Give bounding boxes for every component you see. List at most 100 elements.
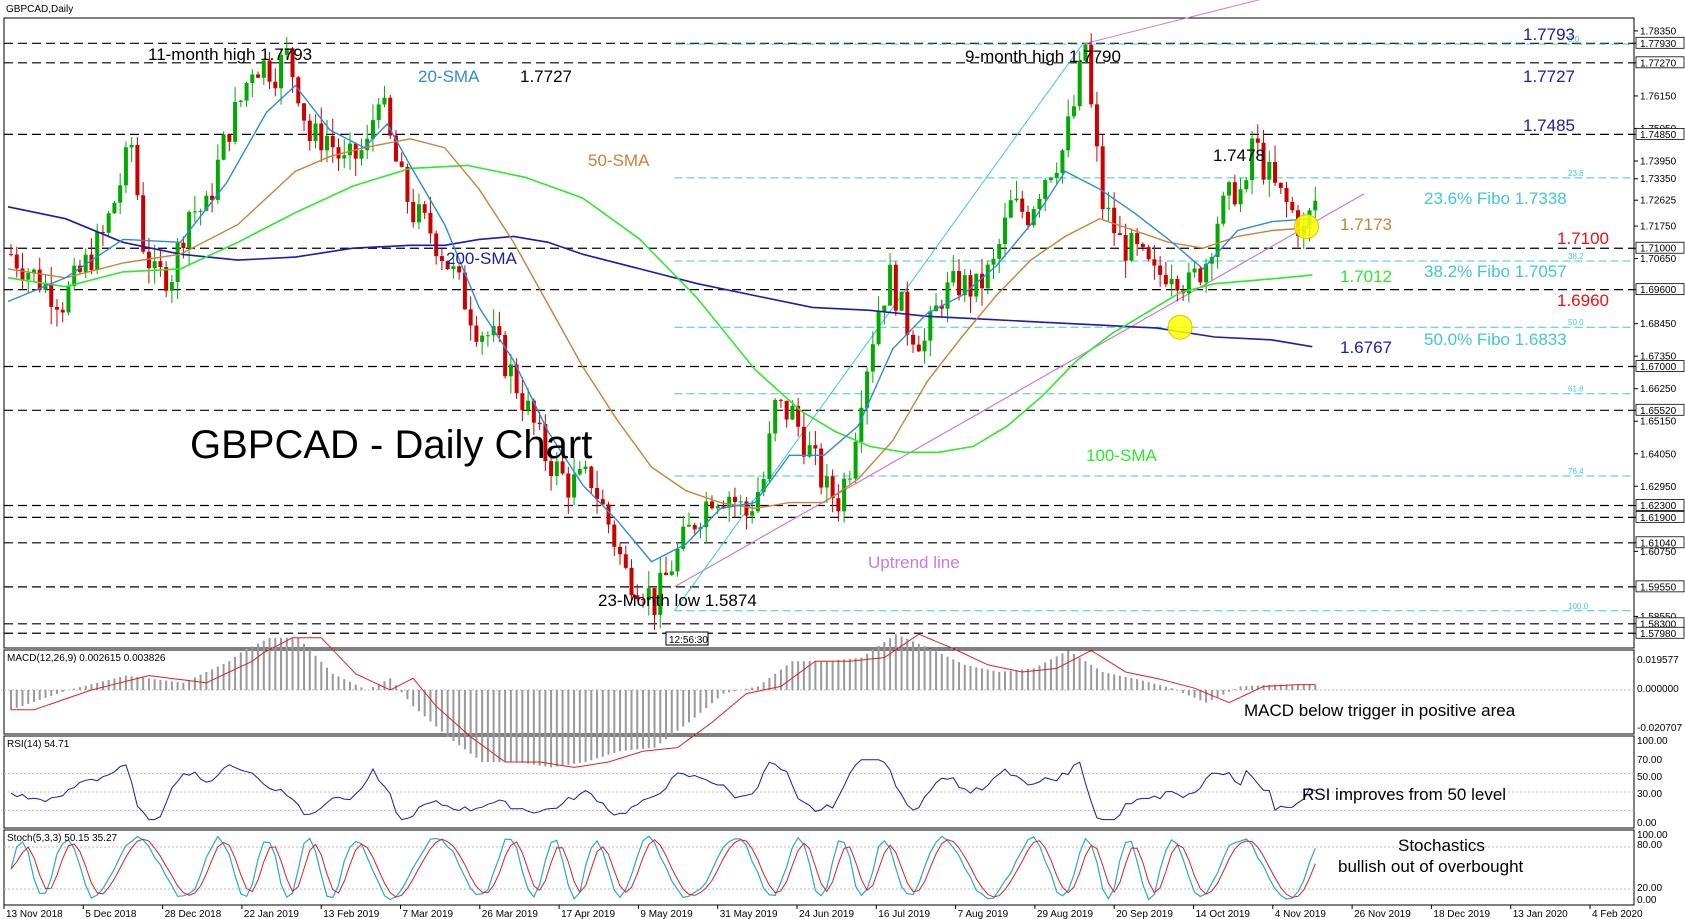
candle-body [503, 334, 508, 377]
y-tick-label: 1.72625 [1640, 196, 1677, 207]
candle-body [945, 282, 950, 309]
sma-20-line [7, 84, 1313, 563]
x-tick-label: 14 Oct 2019 [1196, 909, 1251, 919]
candle-body [652, 588, 657, 615]
x-tick-label: 13 Feb 2019 [323, 909, 380, 919]
candle-body [721, 506, 726, 508]
candle-body [204, 195, 209, 211]
annotation-23-month-low: 23-Month low 1.5874 [598, 591, 757, 610]
candle-body [641, 599, 646, 601]
candle-body [554, 461, 559, 476]
candle-body [353, 143, 358, 159]
candle-body [26, 273, 31, 280]
stochastic-lines [4, 835, 1634, 901]
x-tick-label: 29 Aug 2019 [1037, 909, 1094, 919]
candle-body [1054, 172, 1059, 178]
candle-body [842, 478, 847, 512]
candle-body [1261, 142, 1266, 180]
candle-body [1037, 198, 1042, 210]
candle-body [1043, 179, 1048, 199]
candle-body [428, 212, 433, 234]
candle-body [968, 275, 973, 297]
macd-tick-zero: 0.000000 [1637, 684, 1679, 695]
candle-body [393, 135, 398, 162]
candle-body [974, 273, 979, 297]
candle-body [164, 267, 169, 291]
level-label-1-6960: 1.6960 [1557, 291, 1609, 310]
candle-body [870, 344, 875, 372]
candle-body [462, 272, 467, 310]
candle-body [376, 104, 381, 121]
candle-body [583, 466, 588, 469]
candle-body [761, 479, 766, 493]
candle-body [508, 364, 513, 377]
candle-body [991, 258, 996, 265]
stoch-tick-100: 100.00 [1637, 830, 1668, 841]
candle-body [1215, 223, 1220, 257]
y-tick-box [1635, 580, 1685, 593]
candle-body [1083, 44, 1088, 61]
label-50-sma: 50-SMA [588, 151, 650, 170]
x-tick-label: 5 Dec 2018 [85, 909, 137, 919]
candle-body [261, 60, 266, 78]
candle-body [118, 185, 123, 203]
x-tick-label: 26 Nov 2019 [1354, 909, 1411, 919]
candle-body [658, 572, 663, 615]
candle-body [221, 134, 226, 160]
candle-body [686, 524, 691, 527]
candle-body [416, 204, 421, 223]
candle-body [1140, 244, 1145, 248]
x-tick-label: 9 May 2019 [640, 909, 693, 919]
y-tick-label: 1.77930 [1640, 39, 1677, 50]
x-tick-label: 18 Dec 2019 [1433, 909, 1490, 919]
candle-body [1048, 177, 1053, 180]
candle-body [635, 595, 640, 600]
channel-upper-line [1082, 0, 1261, 45]
highlight-circle-crossover [1167, 314, 1193, 340]
fibo-pct-label: 50.0 [1568, 318, 1584, 327]
rsi-tick-50: 50.00 [1637, 772, 1662, 783]
candle-body [451, 266, 456, 270]
candle-body [1129, 233, 1134, 261]
candle-body [692, 524, 697, 530]
price-panel [3, 17, 1635, 649]
candle-body [1163, 274, 1168, 285]
candles [9, 33, 1318, 630]
y-tick-label: 1.57980 [1640, 629, 1677, 640]
candle-body [1204, 263, 1209, 283]
candle-body [537, 422, 542, 425]
y-tick-box [1635, 241, 1685, 254]
candle-body [1192, 268, 1197, 273]
level-label-1-7727: 1.7727 [1523, 67, 1575, 86]
candle-body [962, 275, 967, 296]
candle-body [893, 264, 898, 311]
y-tick-label: 1.61900 [1640, 513, 1677, 524]
candle-body [784, 400, 789, 420]
y-tick-box [1635, 283, 1685, 296]
candle-body [1175, 278, 1180, 291]
candle-body [123, 147, 128, 186]
candle-body [347, 143, 352, 156]
candle-body [49, 283, 54, 307]
candle-body [215, 159, 220, 200]
candle-body [675, 548, 680, 572]
candle-body [83, 254, 88, 272]
rsi-line [4, 759, 1634, 821]
y-tick-label: 1.60750 [1640, 547, 1677, 558]
y-tick-label: 1.66250 [1640, 384, 1677, 395]
candle-body [1031, 209, 1036, 226]
annotation-11-month-high: 11-month high 1.7793 [148, 45, 312, 64]
candle-body [1014, 198, 1019, 201]
candle-body [623, 554, 628, 568]
candle-body [9, 254, 13, 256]
x-tick-label: 28 Dec 2018 [165, 909, 222, 919]
candle-body [187, 211, 192, 248]
candle-body [399, 161, 404, 167]
level-label-1-7485: 1.7485 [1523, 116, 1575, 135]
candle-body [169, 282, 174, 291]
price-axis: 1.783501.779301.772701.761501.750501.748… [1634, 26, 1685, 640]
candle-body [1094, 104, 1099, 147]
candle-body [830, 476, 835, 499]
candle-body [709, 501, 714, 509]
